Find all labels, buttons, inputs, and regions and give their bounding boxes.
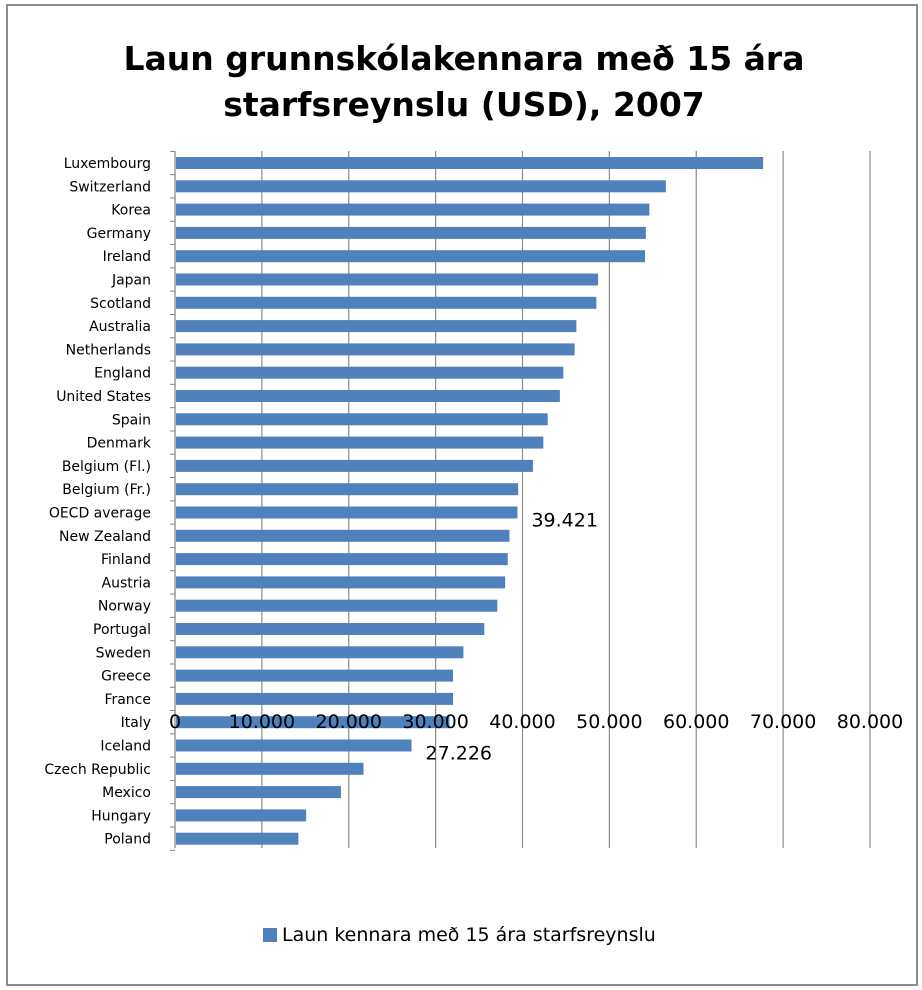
chart-plot: Luxembourg Switzerland Korea Germany Ireland… bbox=[44, 150, 903, 851]
chart-title: Laun grunnskólakennara með 15 ára starfs… bbox=[8, 36, 920, 128]
category-label: Portugal bbox=[93, 622, 151, 638]
category-label: Czech Republic bbox=[44, 762, 151, 778]
bar bbox=[176, 599, 498, 612]
bar bbox=[176, 692, 453, 705]
bar bbox=[176, 296, 597, 309]
bar bbox=[176, 226, 646, 239]
bar bbox=[176, 646, 464, 659]
bar bbox=[176, 180, 666, 193]
category-label: Scotland bbox=[90, 296, 151, 312]
bar bbox=[176, 250, 645, 263]
x-tick-label: 60.000 bbox=[663, 711, 729, 733]
bar bbox=[176, 832, 299, 845]
bar bbox=[176, 273, 599, 286]
x-tick-label: 0 bbox=[169, 711, 181, 733]
bar bbox=[176, 553, 508, 566]
bar bbox=[176, 436, 544, 449]
bar bbox=[176, 390, 560, 402]
legend-label: Laun kennara með 15 ára starfsreynslu bbox=[282, 924, 656, 946]
category-label: Austria bbox=[102, 575, 151, 591]
bar bbox=[176, 669, 453, 682]
data-label: 27.226 bbox=[426, 743, 492, 765]
chart-frame: Laun grunnskólakennara með 15 ára starfs… bbox=[6, 4, 918, 986]
bar bbox=[176, 506, 518, 519]
category-label: Belgium (Fr.) bbox=[62, 482, 151, 498]
category-label: New Zealand bbox=[59, 529, 151, 545]
x-tick-label: 80.000 bbox=[837, 711, 903, 733]
category-label: England bbox=[94, 366, 151, 382]
bar bbox=[176, 576, 506, 589]
bar bbox=[176, 529, 510, 542]
category-label: United States bbox=[56, 389, 151, 405]
x-tick-label: 70.000 bbox=[750, 711, 816, 733]
category-label: Norway bbox=[98, 599, 151, 615]
category-label: Ireland bbox=[103, 249, 151, 265]
chart-title-line-2: starfsreynslu (USD), 2007 bbox=[223, 85, 705, 124]
category-label: Netherlands bbox=[66, 342, 151, 358]
x-tick-label: 10.000 bbox=[229, 711, 295, 733]
category-label: Korea bbox=[111, 203, 151, 219]
legend: Laun kennara með 15 ára starfsreynslu bbox=[263, 924, 656, 946]
category-label: Germany bbox=[87, 226, 151, 242]
bar bbox=[176, 366, 564, 379]
category-label: Finland bbox=[101, 552, 151, 568]
bars bbox=[176, 157, 764, 845]
x-tick-label: 40.000 bbox=[489, 711, 555, 733]
category-label: OECD average bbox=[49, 506, 151, 522]
category-label: Luxembourg bbox=[64, 156, 151, 172]
category-label: France bbox=[104, 692, 151, 708]
x-tick-label: 30.000 bbox=[402, 711, 468, 733]
chart-title-line-1: Laun grunnskólakennara með 15 ára bbox=[123, 39, 805, 78]
category-label: Hungary bbox=[91, 808, 151, 824]
bar bbox=[176, 809, 307, 822]
bar bbox=[176, 320, 577, 333]
gridlines bbox=[170, 150, 871, 851]
legend-swatch bbox=[263, 928, 277, 942]
category-label: Spain bbox=[112, 412, 151, 428]
bar bbox=[176, 413, 548, 426]
x-tick-label: 50.000 bbox=[576, 711, 642, 733]
bar bbox=[176, 739, 412, 752]
category-label: Australia bbox=[89, 319, 151, 335]
data-labels: 39.421 27.226 bbox=[426, 510, 598, 765]
category-label: Switzerland bbox=[69, 179, 151, 195]
category-label: Mexico bbox=[102, 785, 151, 801]
category-label: Japan bbox=[111, 273, 151, 289]
category-label: Denmark bbox=[87, 436, 152, 452]
category-label: Belgium (Fl.) bbox=[62, 459, 151, 475]
x-axis-tick-labels: 0 10.000 20.000 30.000 40.000 50.000 60.000 70.… bbox=[169, 711, 903, 733]
category-labels: Luxembourg Switzerland Korea Germany Ireland… bbox=[44, 156, 151, 848]
bar bbox=[176, 786, 341, 799]
x-tick-label: 20.000 bbox=[316, 711, 382, 733]
bar bbox=[176, 716, 450, 729]
category-label: Iceland bbox=[100, 739, 151, 755]
category-label: Poland bbox=[104, 832, 151, 848]
category-label: Italy bbox=[121, 715, 151, 731]
bar bbox=[176, 623, 485, 635]
bar bbox=[176, 483, 519, 496]
bar bbox=[176, 459, 533, 472]
bar bbox=[176, 157, 764, 169]
bar bbox=[176, 203, 650, 216]
bar bbox=[176, 762, 364, 775]
category-label: Sweden bbox=[96, 645, 151, 661]
category-label: Greece bbox=[101, 669, 151, 685]
bar bbox=[176, 343, 575, 356]
data-label: 39.421 bbox=[531, 510, 597, 532]
